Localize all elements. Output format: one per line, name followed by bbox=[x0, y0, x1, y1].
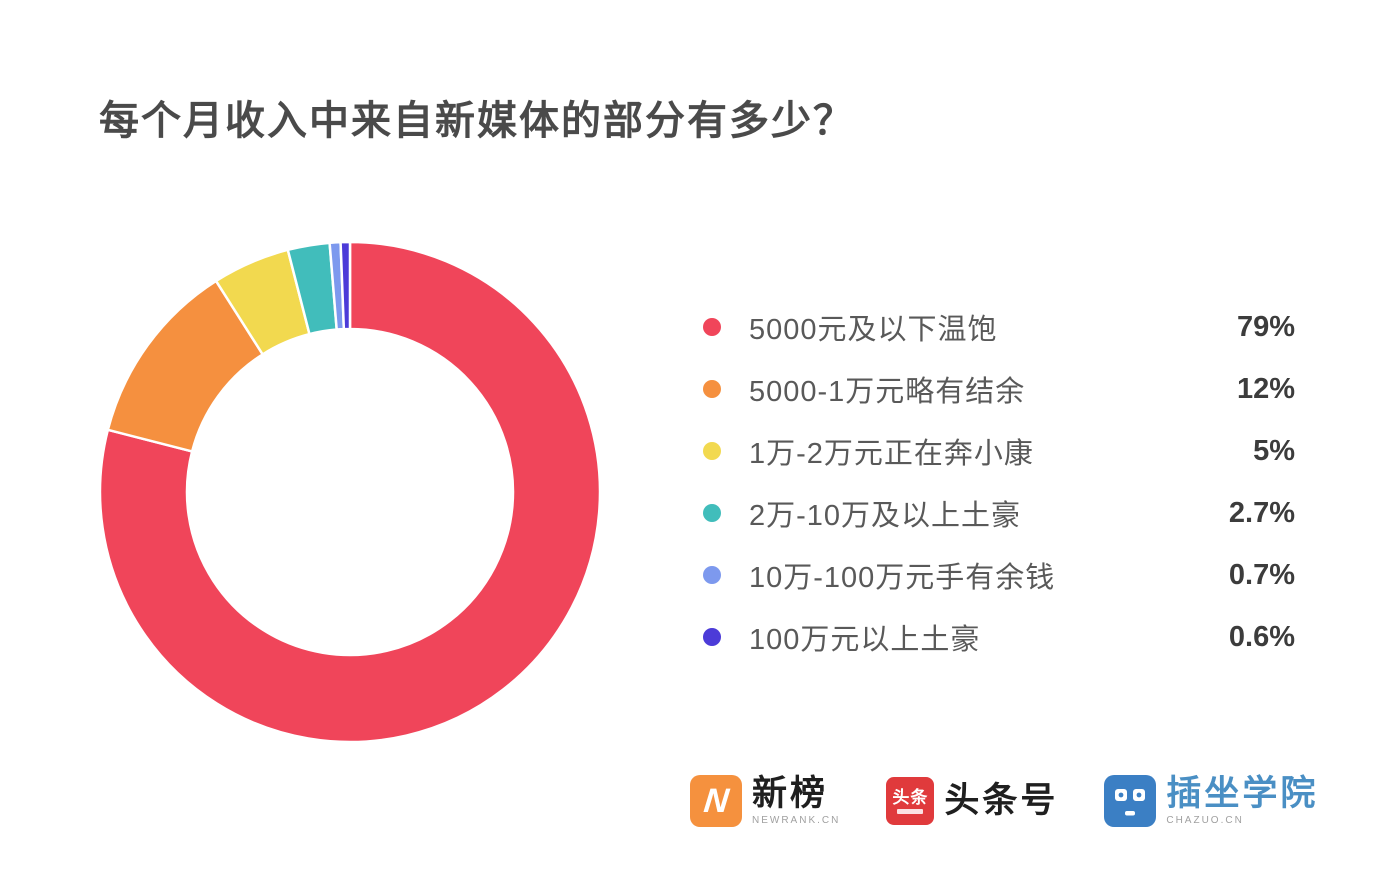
newrank-wordmark: 新榜 bbox=[752, 774, 829, 814]
toutiao-wordmark: 头条号 bbox=[944, 780, 1059, 820]
toutiao-badge-text: 头条 bbox=[892, 787, 929, 807]
newrank-badge-icon: N bbox=[690, 775, 742, 827]
donut-slice bbox=[339, 240, 352, 331]
donut-chart bbox=[80, 222, 620, 762]
newrank-url: NEWRANK.CN bbox=[752, 814, 841, 826]
chart-title: 每个月收入中来自新媒体的部分有多少？ bbox=[99, 99, 855, 143]
toutiao-badge-icon: 头条 bbox=[886, 777, 935, 825]
legend-item: 5000-1万元略有结余 12% bbox=[703, 358, 1295, 420]
chazuo-wordmark: 插坐学院 bbox=[1166, 774, 1319, 814]
legend-value: 0.6% bbox=[1228, 620, 1295, 653]
legend-value: 5% bbox=[1253, 434, 1295, 467]
legend-dot-icon bbox=[703, 504, 721, 522]
chazuo-robot-icon bbox=[1104, 775, 1157, 827]
legend-item: 5000元及以下温饱 79% bbox=[703, 296, 1295, 358]
toutiao-logo: 头条 头条号 bbox=[886, 777, 1058, 825]
legend-item: 2万-10万及以上土豪 2.7% bbox=[703, 482, 1295, 544]
legend-dot-icon bbox=[703, 628, 721, 646]
legend-value: 0.7% bbox=[1228, 558, 1295, 591]
legend-value: 79% bbox=[1236, 310, 1295, 343]
legend-item: 10万-100万元手有余钱 0.7% bbox=[703, 544, 1295, 606]
newrank-logo: N 新榜 NEWRANK.CN bbox=[690, 775, 840, 827]
toutiao-badge-bar bbox=[897, 808, 924, 814]
newrank-n-glyph: N bbox=[701, 782, 731, 820]
chazuo-url: CHAZUO.CN bbox=[1166, 814, 1244, 826]
legend-label: 5000元及以下温饱 bbox=[749, 314, 998, 346]
legend-value: 2.7% bbox=[1228, 496, 1295, 529]
donut-slice bbox=[98, 240, 602, 744]
footer-logos: N 新榜 NEWRANK.CN 头条 头条号 bbox=[690, 775, 1318, 827]
chart-legend: 5000元及以下温饱 79% 5000-1万元略有结余 12% 1万-2万元正在奔小康 5… bbox=[703, 296, 1295, 668]
legend-item: 100万元以上土豪 0.6% bbox=[703, 606, 1295, 668]
legend-dot-icon bbox=[703, 318, 721, 336]
legend-item: 1万-2万元正在奔小康 5% bbox=[703, 420, 1295, 482]
legend-label: 2万-10万及以上土豪 bbox=[749, 500, 1022, 532]
legend-label: 1万-2万元正在奔小康 bbox=[749, 438, 1034, 470]
legend-label: 10万-100万元手有余钱 bbox=[749, 562, 1056, 594]
legend-value: 12% bbox=[1236, 372, 1295, 405]
legend-label: 100万元以上土豪 bbox=[749, 624, 981, 656]
donut-chart-svg bbox=[98, 240, 602, 744]
legend-dot-icon bbox=[703, 566, 721, 584]
legend-dot-icon bbox=[703, 380, 721, 398]
legend-dot-icon bbox=[703, 442, 721, 460]
legend-label: 5000-1万元略有结余 bbox=[749, 376, 1026, 408]
chazuo-logo: 插坐学院 CHAZUO.CN bbox=[1104, 775, 1318, 827]
